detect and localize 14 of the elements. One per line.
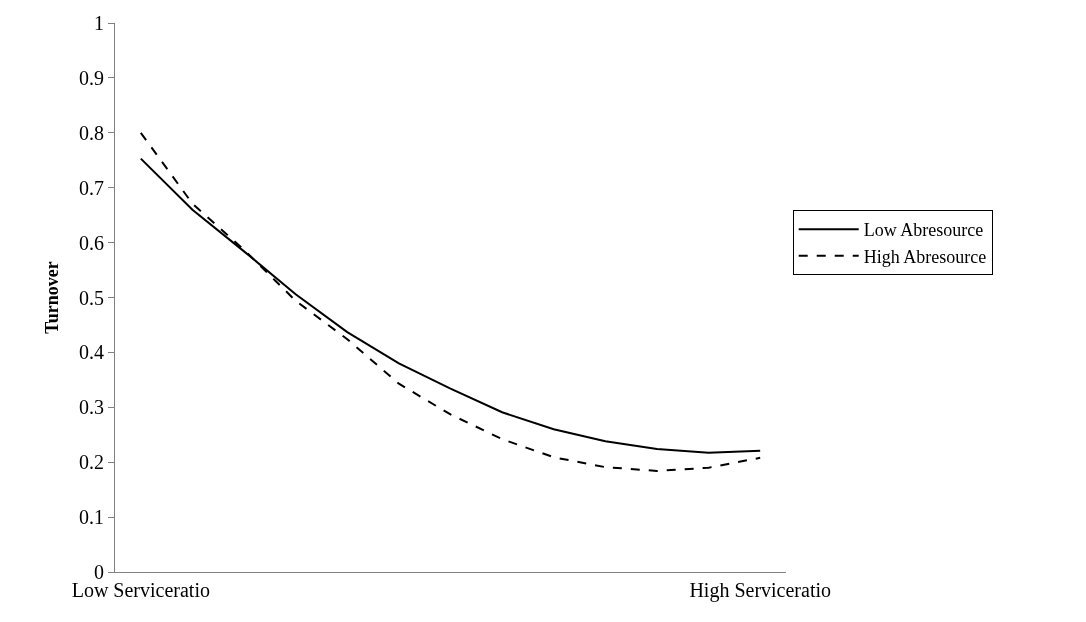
legend-label: High Abresource: [863, 246, 987, 267]
legend-label: Low Abresource: [863, 220, 984, 241]
y-tick-label: 0.3: [79, 396, 104, 419]
y-tick-label: 0.4: [79, 341, 104, 364]
y-tick-label: 0.1: [79, 506, 104, 529]
y-axis-title: Turnover: [42, 261, 63, 334]
y-tick-label: 0.6: [79, 231, 104, 254]
y-tick-label: 0.5: [79, 286, 104, 309]
y-tick-label: 0.8: [79, 121, 104, 144]
y-tick-label: 0.7: [79, 176, 104, 199]
x-tick-label: High Serviceratio: [689, 579, 831, 602]
y-tick-label: 1: [94, 12, 104, 34]
y-tick-label: 0.2: [79, 451, 104, 474]
y-tick-label: 0.9: [79, 66, 104, 89]
